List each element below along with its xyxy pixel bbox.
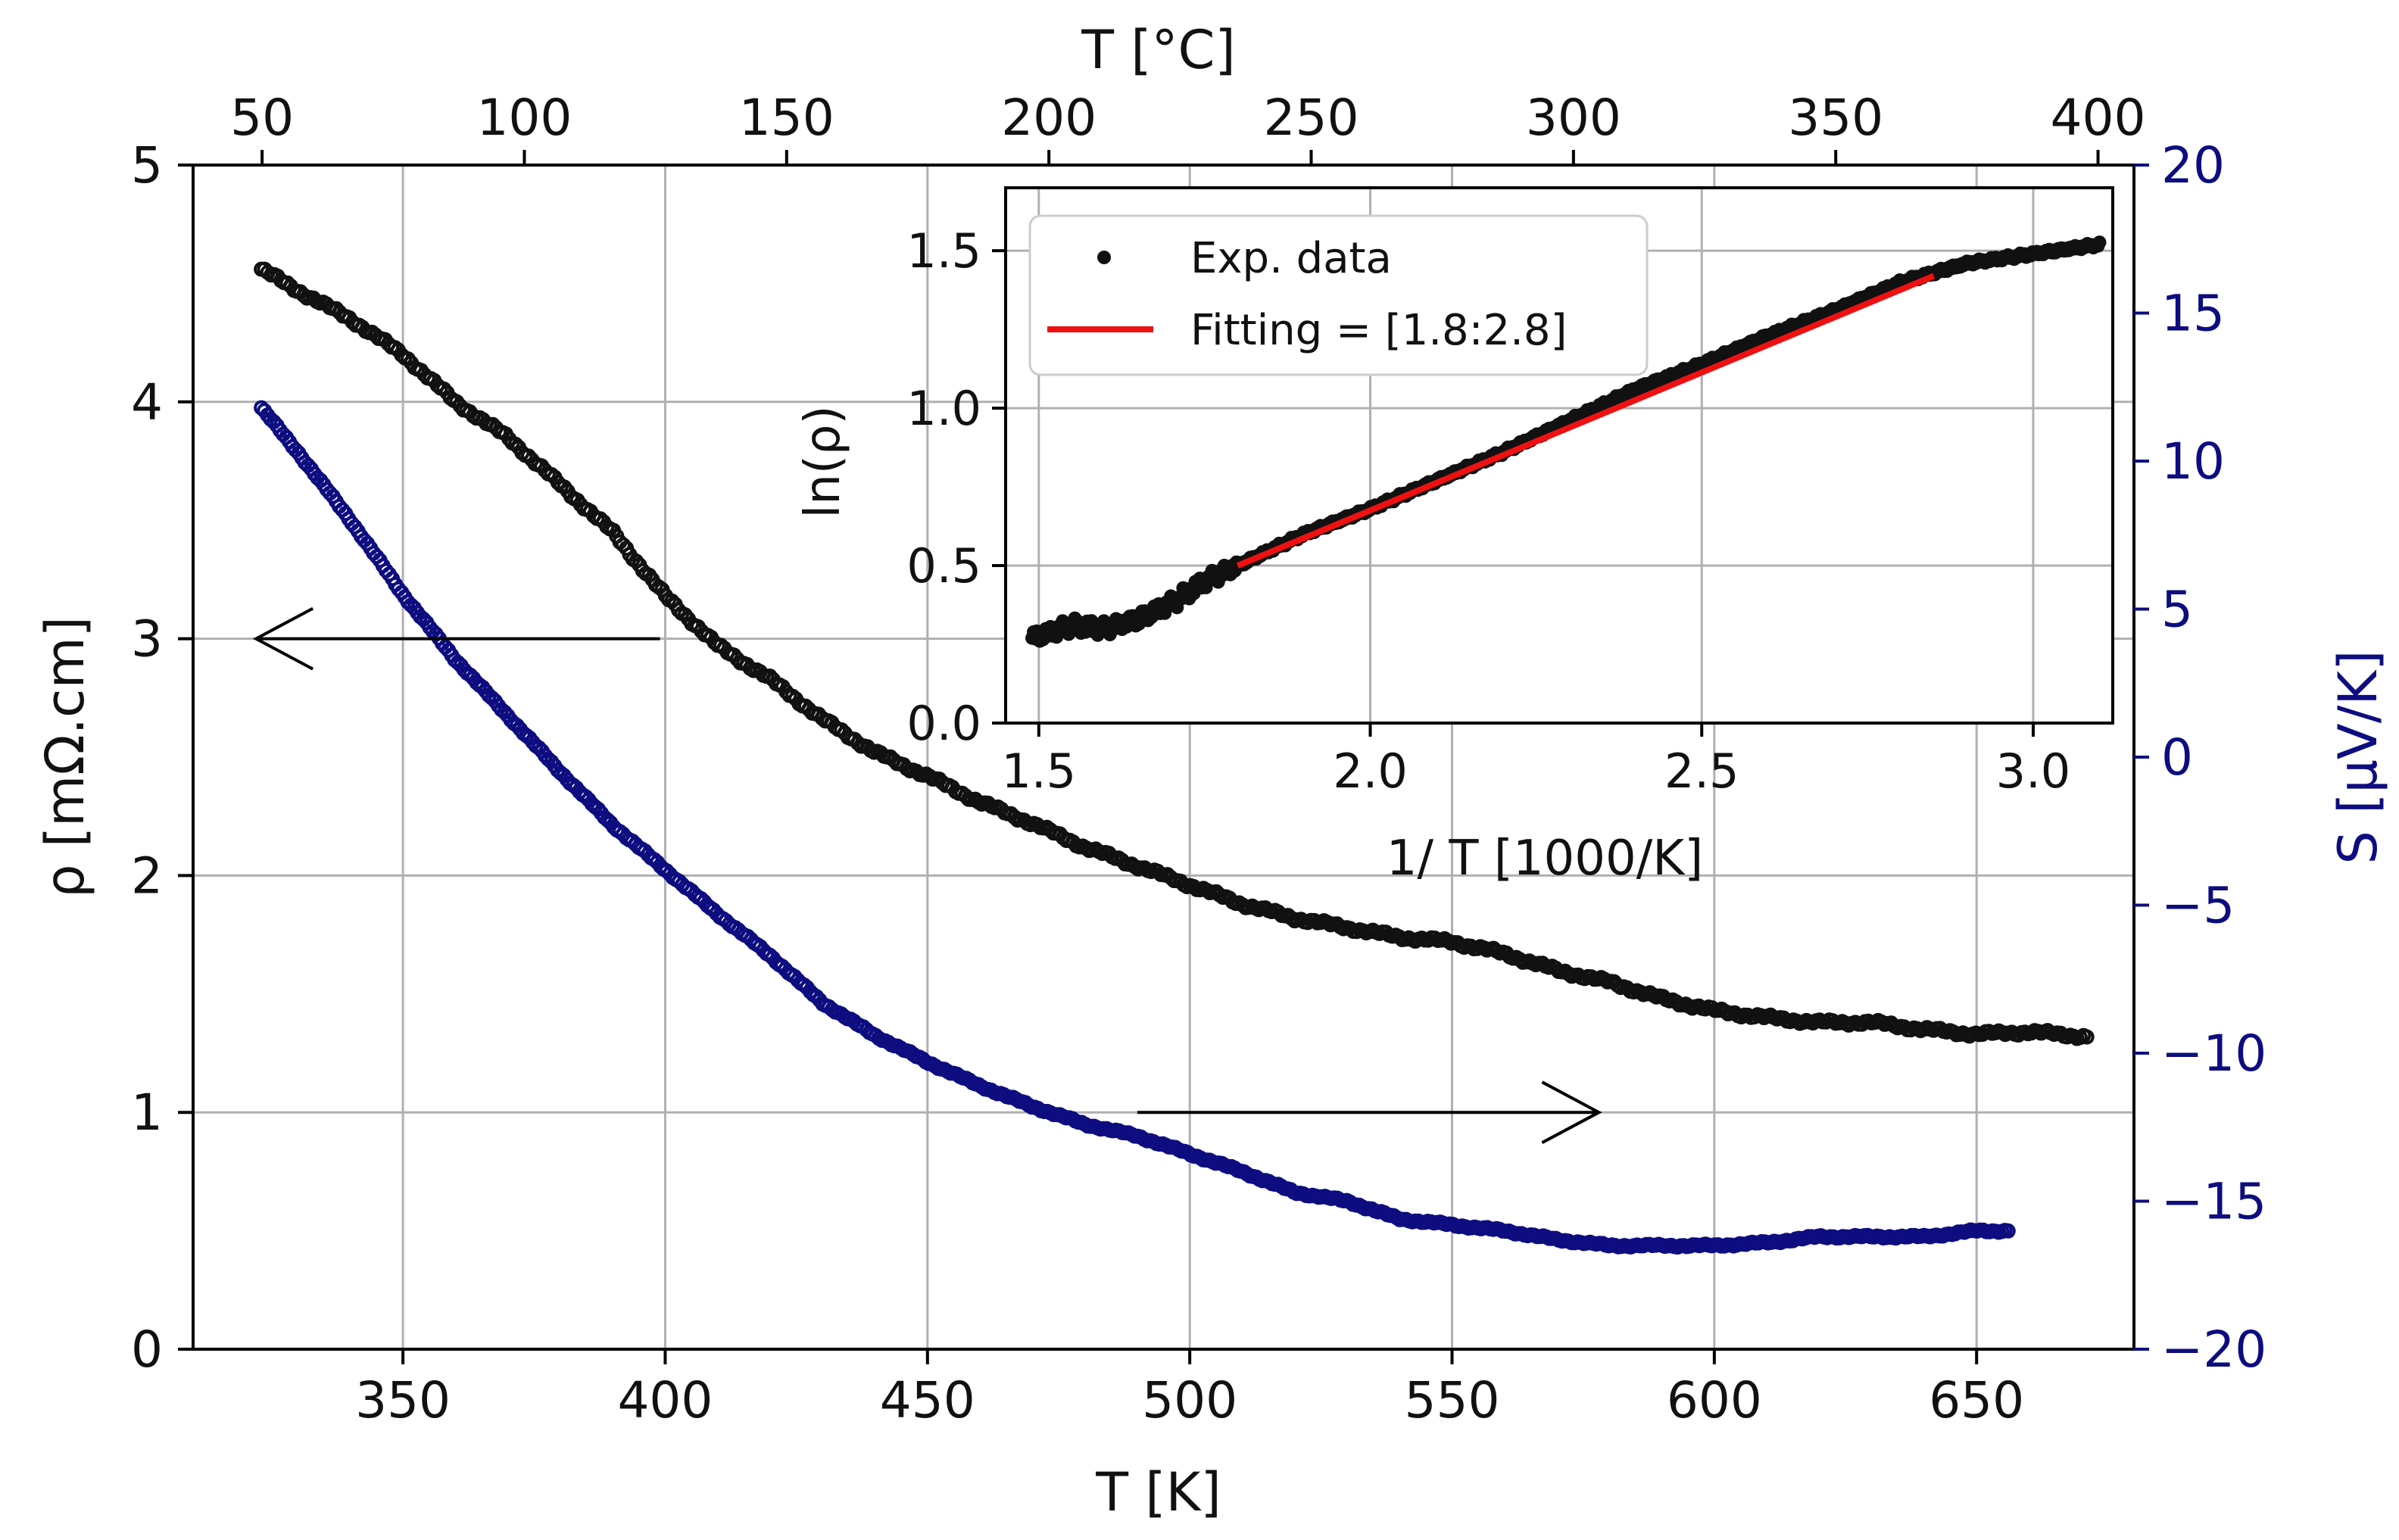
- inset-y-tick-label: 0.5: [906, 538, 981, 594]
- resistivity-series: [254, 261, 2095, 1046]
- left-y-axis-title: ρ [mΩ.cm]: [34, 616, 96, 898]
- x-tick-label: 350: [355, 1371, 451, 1429]
- right-tick-label: −15: [2161, 1173, 2266, 1231]
- inset-y-tick-label: 0.0: [906, 696, 981, 751]
- inset-x-tick-label: 3.0: [1996, 744, 2071, 799]
- direction-arrows: [252, 606, 1602, 1144]
- top-tick-label: 200: [1001, 89, 1097, 147]
- right-y-axis-title: S [μV/K]: [2327, 650, 2389, 864]
- legend-box: [1028, 214, 1649, 376]
- inset-exp-point: [2092, 235, 2107, 250]
- right-tick-label: 0: [2161, 728, 2193, 787]
- x-axis-title: T [K]: [1095, 1461, 1221, 1523]
- inset-frame: [1004, 186, 2114, 725]
- right-tick-label: −10: [2161, 1024, 2266, 1083]
- top-tick-label: 400: [2051, 89, 2146, 147]
- inset-x-tick-label: 1.5: [1001, 744, 1076, 799]
- top-x-axis-title: T [°C]: [1081, 19, 1236, 81]
- x-tick-label: 600: [1667, 1371, 1762, 1429]
- left-tick-label: 5: [131, 136, 163, 195]
- right-y-axis: −20 −15 −10 −5 0 5 10 15 20: [2134, 136, 2266, 1379]
- resistivity-point: [2079, 1029, 2095, 1045]
- x-tick-label: 550: [1404, 1371, 1499, 1429]
- inset-y-tick-label: 1.5: [906, 223, 981, 279]
- top-tick-label: 350: [1788, 89, 1883, 147]
- inset-y-axis: 0.0 0.5 1.0 1.5: [906, 223, 1006, 751]
- left-tick-label: 2: [131, 846, 163, 905]
- arrow-head-right: [1541, 1080, 1602, 1144]
- top-tick-label: 150: [739, 89, 835, 147]
- seebeck-series: [254, 400, 2016, 1255]
- left-tick-label: 4: [131, 373, 163, 432]
- right-tick-label: 15: [2161, 285, 2225, 343]
- inset-y-title: ln(ρ): [795, 406, 851, 519]
- inset-fit-line: [1236, 273, 1936, 569]
- right-tick-label: 10: [2161, 432, 2225, 491]
- top-tick-label: 300: [1526, 89, 1621, 147]
- inset-x-title: 1/ T [1000/K]: [1387, 831, 1703, 887]
- inset-y-tick-label: 1.0: [906, 381, 981, 436]
- left-tick-label: 1: [131, 1083, 163, 1142]
- legend-label-fit: Fitting = [1.8:2.8]: [1190, 306, 1567, 355]
- legend-marker-exp-data: [1097, 251, 1111, 264]
- x-tick-label: 650: [1929, 1371, 2024, 1429]
- left-y-axis: 0 1 2 3 4 5: [131, 136, 193, 1379]
- legend-label-exp-data: Exp. data: [1190, 234, 1392, 283]
- right-tick-label: 5: [2161, 581, 2193, 639]
- right-tick-label: −20: [2161, 1320, 2266, 1379]
- x-tick-label: 400: [617, 1371, 713, 1429]
- bottom-x-axis: 350 400 450 500 550 600 650: [355, 1349, 2024, 1429]
- x-tick-label: 500: [1142, 1371, 1237, 1429]
- top-tick-label: 50: [230, 89, 294, 147]
- inset-fit-segment: [1236, 273, 1936, 569]
- inset-x-tick-label: 2.0: [1333, 744, 1408, 799]
- left-tick-label: 0: [131, 1320, 163, 1379]
- seebeck-point: [2000, 1223, 2016, 1239]
- inset-x-tick-label: 2.5: [1664, 744, 1739, 799]
- right-tick-label: 20: [2161, 136, 2225, 195]
- inset-legend: Exp. data Fitting = [1.8:2.8]: [1028, 214, 1649, 376]
- top-tick-label: 100: [476, 89, 572, 147]
- left-tick-label: 3: [131, 610, 163, 669]
- right-tick-label: −5: [2161, 877, 2235, 935]
- top-x-axis: 50 100 150 200 250 300 350 400: [230, 89, 2146, 165]
- arrow-head-left: [252, 606, 314, 671]
- inset-x-axis: 1.5 2.0 2.5 3.0: [1001, 723, 2070, 799]
- top-tick-label: 250: [1264, 89, 1359, 147]
- x-tick-label: 450: [880, 1371, 975, 1429]
- inset-plot: 1.5 2.0 2.5 3.0 0.00.51.01.5 1/ T [1000/K] …: [795, 186, 2114, 887]
